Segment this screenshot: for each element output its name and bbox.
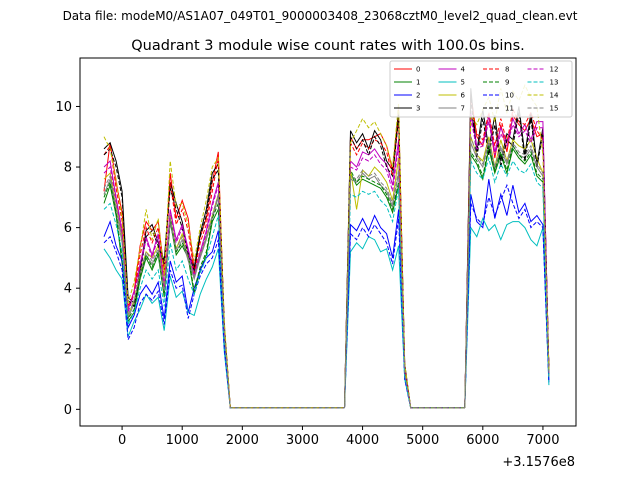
legend-item-4: 4 xyxy=(438,66,466,74)
legend-label: 4 xyxy=(461,66,466,74)
legend-item-13: 13 xyxy=(527,79,559,87)
y-tick-label: 6 xyxy=(64,221,72,236)
series-3-line-3 xyxy=(464,88,550,408)
legend-label: 3 xyxy=(416,105,420,113)
y-axis: 0 2 4 6 8 10 xyxy=(55,100,80,418)
series-9-line-3 xyxy=(464,144,550,408)
series-15-line-3 xyxy=(464,136,550,408)
legend-item-15: 15 xyxy=(527,105,559,113)
legend-item-14: 14 xyxy=(527,92,559,100)
y-tick-label: 10 xyxy=(55,100,72,115)
legend-item-1: 1 xyxy=(394,79,420,87)
legend-item-3: 3 xyxy=(394,105,420,113)
legend-item-6: 6 xyxy=(438,92,466,100)
series-11-line-3 xyxy=(464,97,550,408)
legend-item-5: 5 xyxy=(438,79,465,87)
legend-item-11: 11 xyxy=(483,105,514,113)
series-15 xyxy=(103,136,550,409)
y-tick-label: 4 xyxy=(64,282,72,297)
legend-label: 11 xyxy=(505,105,514,113)
legend-label: 1 xyxy=(416,79,420,87)
legend-label: 6 xyxy=(461,92,466,100)
series-5-line-3 xyxy=(464,217,550,408)
legend-label: 14 xyxy=(550,92,559,100)
legend-label: 8 xyxy=(505,66,509,74)
series-2-line-3 xyxy=(464,179,550,408)
series-15-line-2 xyxy=(344,169,465,409)
legend-item-10: 10 xyxy=(483,92,514,100)
legend-label: 0 xyxy=(416,66,420,74)
legend-label: 15 xyxy=(550,105,559,113)
x-tick-label: 3000 xyxy=(286,433,319,448)
legend-item-0: 0 xyxy=(394,66,420,74)
x-tick-label: 2000 xyxy=(226,433,259,448)
plot-lines xyxy=(103,84,550,409)
series-12-line-3 xyxy=(464,118,550,408)
x-tick-label: 6000 xyxy=(466,433,499,448)
legend-label: 2 xyxy=(416,92,420,100)
series-1-line-3 xyxy=(464,147,550,408)
x-axis-offset-label: +3.1576e8 xyxy=(502,455,575,470)
legend-label: 10 xyxy=(505,92,514,100)
x-axis: 0 1000 2000 3000 4000 5000 6000 7000 xyxy=(118,426,559,448)
legend-label: 9 xyxy=(505,79,509,87)
legend-item-7: 7 xyxy=(438,105,465,113)
x-tick-label: 1000 xyxy=(166,433,199,448)
plot-area-border xyxy=(79,57,577,427)
axes-frame xyxy=(79,57,577,427)
legend-item-2: 2 xyxy=(394,92,420,100)
series-10-line-1 xyxy=(103,235,345,409)
y-tick-label: 8 xyxy=(64,161,72,176)
x-tick-label: 0 xyxy=(118,433,126,448)
legend-item-9: 9 xyxy=(483,79,509,87)
series-10-line-3 xyxy=(464,183,550,408)
legend-label: 13 xyxy=(550,79,559,87)
x-tick-label: 4000 xyxy=(346,433,379,448)
x-tick-label: 5000 xyxy=(406,433,439,448)
legend-box xyxy=(389,60,573,118)
x-tick-label: 7000 xyxy=(526,433,559,448)
series-13-line-3 xyxy=(464,156,550,408)
y-tick-label: 0 xyxy=(64,403,72,418)
y-tick-label: 2 xyxy=(64,342,72,357)
series-11-line-1 xyxy=(103,147,345,409)
legend-item-12: 12 xyxy=(527,66,559,74)
chart-title: Quadrant 3 module wise count rates with … xyxy=(131,38,525,54)
series-15-line-1 xyxy=(103,174,345,409)
legend-label: 12 xyxy=(550,66,559,74)
legend-item-8: 8 xyxy=(483,66,509,74)
legend-label: 5 xyxy=(461,79,465,87)
figure-suptitle: Data file: modeM0/AS1A07_049T01_90000034… xyxy=(63,9,578,23)
legend-label: 7 xyxy=(461,105,465,113)
series-7-line-3 xyxy=(464,142,550,408)
series-8-line-3 xyxy=(464,100,550,408)
